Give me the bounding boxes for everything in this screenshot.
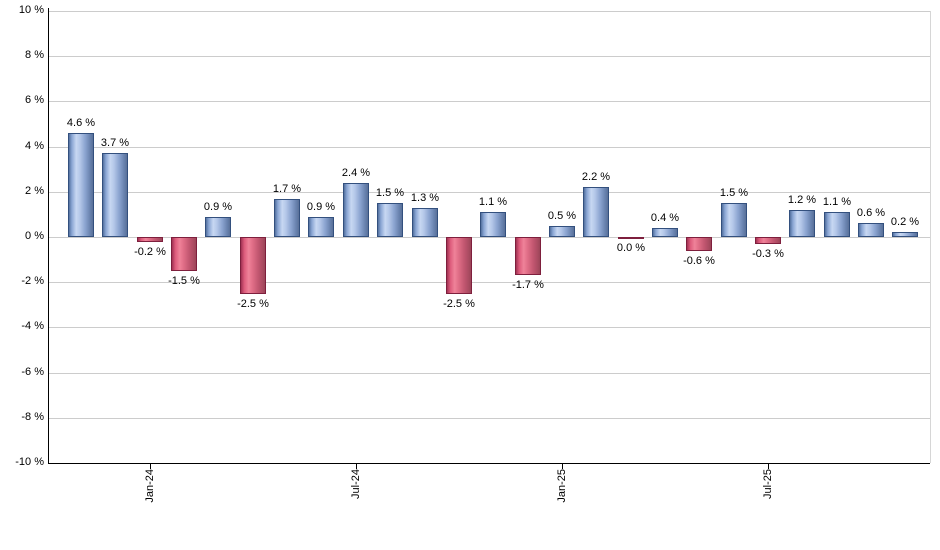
y-axis-tick-label: 4 % [25,140,44,152]
bar-Apr-24 [240,237,266,294]
bar-Aug-24 [377,203,403,237]
y-axis-tick-label: -4 % [21,320,44,332]
x-axis-tick [768,464,769,469]
bar-Dec-24 [515,237,541,275]
y-axis-tick-label: -8 % [21,411,44,423]
bar-Oct-24 [446,237,472,294]
plot-right-border [930,11,931,463]
bar-Nov-25 [892,232,918,237]
bar-value-label: 4.6 % [66,117,96,129]
bar-Feb-24 [171,237,197,271]
bar-value-label: 0.9 % [306,201,336,213]
x-axis-tick-label: Jul-24 [350,469,362,499]
bar-value-label: -2.5 % [237,298,269,310]
y-axis-tick-label: 6 % [25,94,44,106]
gridline--8pct [48,418,930,419]
bar-value-label: 1.1 % [478,196,508,208]
gridline-8pct [48,56,930,57]
y-axis-tick-label: 0 % [25,230,44,242]
bar-May-24 [274,199,300,237]
bar-value-label: 1.7 % [272,183,302,195]
bar-value-label: 1.1 % [822,196,852,208]
x-axis-line [48,463,930,464]
x-axis-tick-label: Jan-24 [144,469,156,503]
gridline-4pct [48,147,930,148]
x-axis-tick [150,464,151,469]
bar-value-label: -0.2 % [134,246,166,258]
bar-value-label: 0.0 % [616,242,646,254]
x-axis-tick-label: Jan-25 [556,469,568,503]
bar-Feb-25 [583,187,609,237]
bar-value-label: 0.9 % [203,201,233,213]
bar-Mar-24 [205,217,231,237]
bar-Jun-24 [308,217,334,237]
y-axis-tick-label: 10 % [18,4,44,16]
bar-Oct-25 [858,223,884,237]
x-axis-tick [356,464,357,469]
bar-Jan-25 [549,226,575,237]
gridline-6pct [48,101,930,102]
gridline-0pct [48,237,930,238]
gridline--6pct [48,373,930,374]
y-axis-tick-label: 2 % [25,185,44,197]
gridline-2pct [48,192,930,193]
bar-value-label: 1.5 % [719,187,749,199]
x-axis-tick-label: Jul-25 [762,469,774,499]
bar-value-label: 0.4 % [650,212,680,224]
bar-Jul-25 [755,237,781,244]
gridline--2pct [48,282,930,283]
bar-value-label: 0.2 % [890,216,920,228]
bar-Apr-25 [652,228,678,237]
bar-Sep-25 [824,212,850,237]
bar-value-label: 2.4 % [341,167,371,179]
bar-value-label: -2.5 % [443,298,475,310]
y-axis-line [48,8,49,464]
bar-value-label: 3.7 % [100,137,130,149]
bar-Jul-24 [343,183,369,237]
bar-May-25 [686,237,712,251]
bar-value-label: 2.2 % [581,171,611,183]
gridline--4pct [48,327,930,328]
y-axis-tick-label: -6 % [21,366,44,378]
bar-value-label: 1.5 % [375,187,405,199]
y-axis-tick-label: -2 % [21,275,44,287]
bar-Sep-24 [412,208,438,237]
bar-Dec-23 [102,153,128,237]
bar-value-label: 1.2 % [787,194,817,206]
bar-value-label: 0.6 % [856,207,886,219]
y-axis-tick-label: -10 % [15,456,44,468]
bar-value-label: 1.3 % [410,192,440,204]
bar-value-label: -1.5 % [168,275,200,287]
bar-Mar-25 [618,237,644,239]
bar-value-label: -0.6 % [683,255,715,267]
bar-Nov-23 [68,133,94,237]
gridline-10pct [48,11,930,12]
y-axis-tick-label: 8 % [25,49,44,61]
bar-Jun-25 [721,203,747,237]
bar-Jan-24 [137,237,163,242]
bar-Nov-24 [480,212,506,237]
bar-value-label: -0.3 % [752,248,784,260]
bar-Aug-25 [789,210,815,237]
x-axis-tick [562,464,563,469]
bar-value-label: -1.7 % [512,279,544,291]
bar-value-label: 0.5 % [547,210,577,222]
